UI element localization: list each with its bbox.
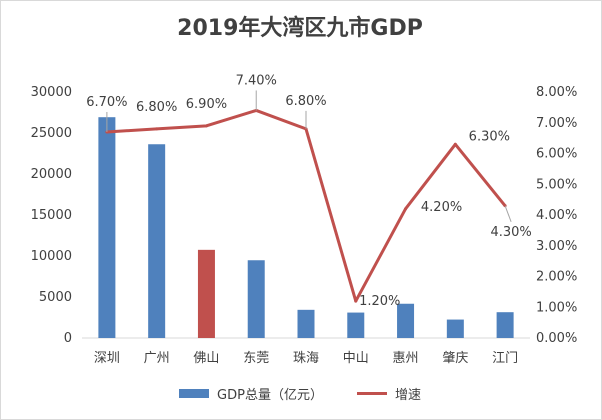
legend-item-gdp: GDP总量（亿元） — [179, 384, 323, 403]
x-tick-label: 佛山 — [193, 351, 219, 366]
growth-point — [204, 124, 208, 128]
growth-data-label: 6.70% — [86, 95, 127, 110]
legend-item-growth: 增速 — [356, 384, 421, 403]
y-right-tick-label: 8.00% — [536, 85, 577, 100]
growth-point — [155, 127, 159, 131]
growth-point — [404, 207, 408, 211]
y-right-tick-label: 4.00% — [536, 208, 577, 223]
y-right-tick-label: 7.00% — [536, 116, 577, 131]
x-tick-label: 东莞 — [243, 351, 269, 366]
y-right-tick-label: 0.00% — [536, 331, 577, 346]
data-label-leader — [504, 205, 512, 222]
y-left-tick-label: 30000 — [31, 85, 72, 100]
growth-data-label: 6.90% — [186, 97, 227, 112]
labels-group: 6.70% 6.80% 6.90% 7.40% 6.80% 1.20% 4.20% 6.30%… — [86, 73, 532, 309]
y-right-tick-label: 2.00% — [536, 270, 577, 285]
y-right-tick-label: 5.00% — [536, 177, 577, 192]
bar-gdp — [148, 144, 166, 338]
bar-gdp — [247, 260, 265, 338]
bar-gdp — [297, 309, 315, 338]
y-right-tick-label: 1.00% — [536, 300, 577, 315]
growth-data-label: 4.20% — [421, 200, 462, 215]
x-tick-label: 广州 — [144, 351, 170, 366]
growth-data-label: 1.20% — [359, 294, 400, 309]
growth-data-label: 6.80% — [285, 94, 326, 109]
growth-point — [354, 299, 358, 303]
y-right-tick-label: 3.00% — [536, 239, 577, 254]
x-tick-label: 肇庆 — [442, 351, 468, 366]
legend-swatch-growth — [356, 392, 387, 395]
growth-data-label: 4.30% — [490, 225, 531, 240]
bar-gdp — [397, 303, 415, 338]
bars-group — [98, 117, 514, 338]
growth-data-label: 7.40% — [236, 73, 277, 88]
bar-gdp — [347, 312, 365, 338]
growth-data-label: 6.80% — [136, 100, 177, 115]
x-tick-label: 深圳 — [94, 351, 120, 366]
y-left-tick-label: 15000 — [31, 208, 72, 223]
bar-gdp — [98, 117, 116, 338]
legend-label-growth: 增速 — [394, 388, 421, 403]
growth-point — [453, 142, 457, 146]
legend: GDP总量（亿元） 增速 — [0, 384, 600, 403]
y-left-tick-label: 0 — [64, 331, 72, 346]
x-tick-label: 中山 — [343, 351, 369, 366]
y-left-tick-label: 5000 — [39, 290, 72, 305]
x-tick-label: 惠州 — [393, 351, 419, 366]
y-right-tick-label: 6.00% — [536, 147, 577, 162]
y-left-tick-label: 20000 — [31, 167, 72, 182]
x-tick-label: 珠海 — [293, 351, 319, 366]
legend-swatch-gdp — [179, 389, 210, 398]
bar-gdp — [197, 249, 215, 338]
y-left-tick-label: 10000 — [31, 249, 72, 264]
x-tick-label: 江门 — [492, 351, 518, 366]
chart-title: 2019年大湾区九市GDP — [177, 16, 423, 41]
bar-gdp — [446, 319, 464, 338]
growth-data-label: 6.30% — [469, 129, 510, 144]
bar-gdp — [496, 312, 514, 338]
y-left-tick-label: 25000 — [31, 126, 72, 141]
axes-group: 0 5000 10000 15000 20000 25000 30000 0.00% 1.00%… — [31, 85, 578, 366]
legend-label-gdp: GDP总量（亿元） — [217, 388, 323, 403]
